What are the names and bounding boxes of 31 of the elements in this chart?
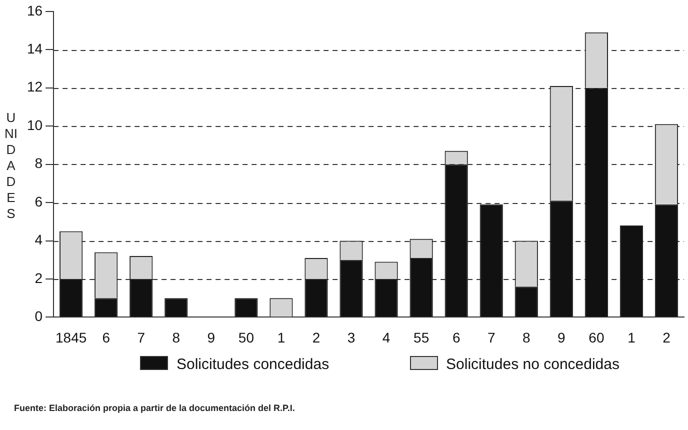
y-tick-label: 14 [26,40,43,56]
x-tick-label: 1845 [56,329,87,346]
y-tick-label: 10 [26,116,43,133]
x-tick-label: 1 [628,329,636,346]
x-tick-label: 6 [452,329,460,346]
y-tick-label: 0 [34,308,43,324]
x-tick-label: 8 [172,329,180,346]
x-tick-label: 3 [347,329,356,346]
y-axis-title: UNIDADES [4,110,18,222]
y-tick-label: 8 [34,155,43,172]
x-tick-label: 6 [102,329,110,346]
x-tick-label: 7 [137,329,146,346]
x-tick-label: 1 [277,329,286,346]
y-tick-label: 6 [34,193,43,210]
x-tick-label: 2 [662,329,671,346]
x-tick-label: 60 [588,329,604,346]
y-tick-label: 16 [26,2,43,18]
x-tick-label: 8 [522,329,530,346]
x-tick-label: 7 [487,329,496,346]
y-tick-label: 2 [34,270,43,286]
x-tick-label: 2 [312,329,320,346]
x-tick-label: 50 [238,329,254,346]
x-tick-label: 9 [207,329,216,346]
y-tick-label: 12 [26,78,43,95]
source-note: Fuente: Elaboración propia a partir de la documentación del R.P.I. [14,403,295,413]
x-tick-label: 9 [558,329,566,346]
legend-label: Solicitudes no concedidas [445,356,620,373]
x-tick-label: 55 [414,329,430,346]
y-tick-label: 4 [34,232,43,248]
legend-label: Solicitudes concedidas [175,356,330,373]
x-tick-label: 4 [382,329,390,346]
